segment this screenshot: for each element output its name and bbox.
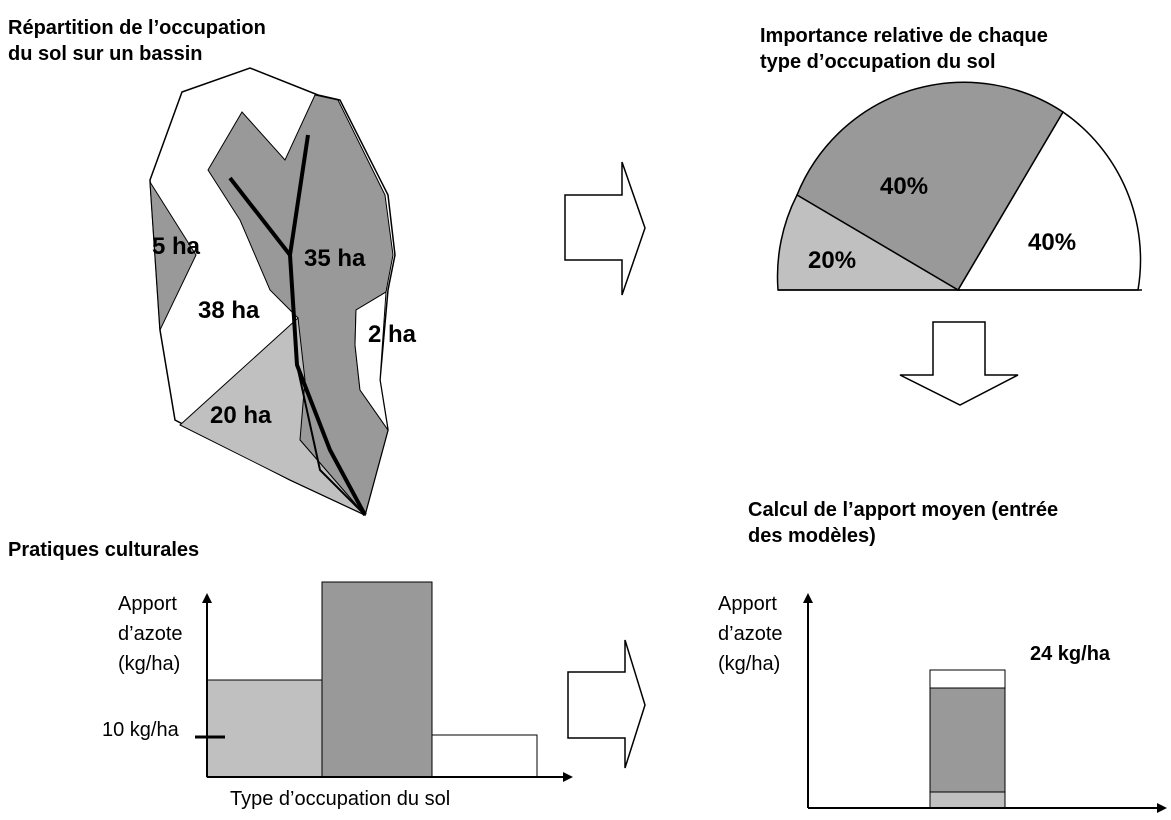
- half-pie: [776, 81, 1142, 292]
- pie-label: 40%: [1028, 229, 1076, 256]
- area-label: 20 ha: [210, 402, 272, 429]
- area-label: 35 ha: [304, 245, 366, 272]
- pie-title: Importance relative de chaque: [760, 25, 1048, 47]
- pie-label: 20%: [808, 247, 856, 274]
- mean-title: des modèles): [748, 525, 876, 547]
- area-label: 2 ha: [368, 321, 417, 348]
- bar: [206, 679, 323, 778]
- map-title: du sol sur un bassin: [8, 43, 202, 65]
- bar-segment: [929, 669, 1006, 689]
- arrow: [899, 321, 1019, 406]
- x-label: Type d’occupation du sol: [230, 788, 450, 810]
- practices-title: Pratiques culturales: [8, 539, 199, 561]
- pie-label: 40%: [880, 173, 928, 200]
- y-label: (kg/ha): [118, 653, 180, 675]
- result-label: 24 kg/ha: [1030, 643, 1111, 665]
- mean-title: Calcul de l’apport moyen (entrée: [748, 499, 1058, 521]
- bar: [431, 734, 538, 778]
- y-label: Apport: [118, 593, 177, 615]
- map-title: Répartition de l’occupation: [8, 17, 266, 39]
- basin-map: [149, 67, 396, 517]
- bar: [321, 581, 433, 778]
- bar-segment: [929, 791, 1006, 809]
- y-label: d’azote: [718, 623, 783, 645]
- pie-title: type d’occupation du sol: [760, 51, 996, 73]
- y-label: Apport: [718, 593, 777, 615]
- y-label: d’azote: [118, 623, 183, 645]
- arrow: [564, 161, 646, 296]
- bar-segment: [929, 687, 1006, 793]
- y-label: (kg/ha): [718, 653, 780, 675]
- arrow: [567, 639, 646, 769]
- tick-label: 10 kg/ha: [102, 719, 180, 741]
- area-label: 38 ha: [198, 297, 260, 324]
- area-label: 5 ha: [152, 233, 201, 260]
